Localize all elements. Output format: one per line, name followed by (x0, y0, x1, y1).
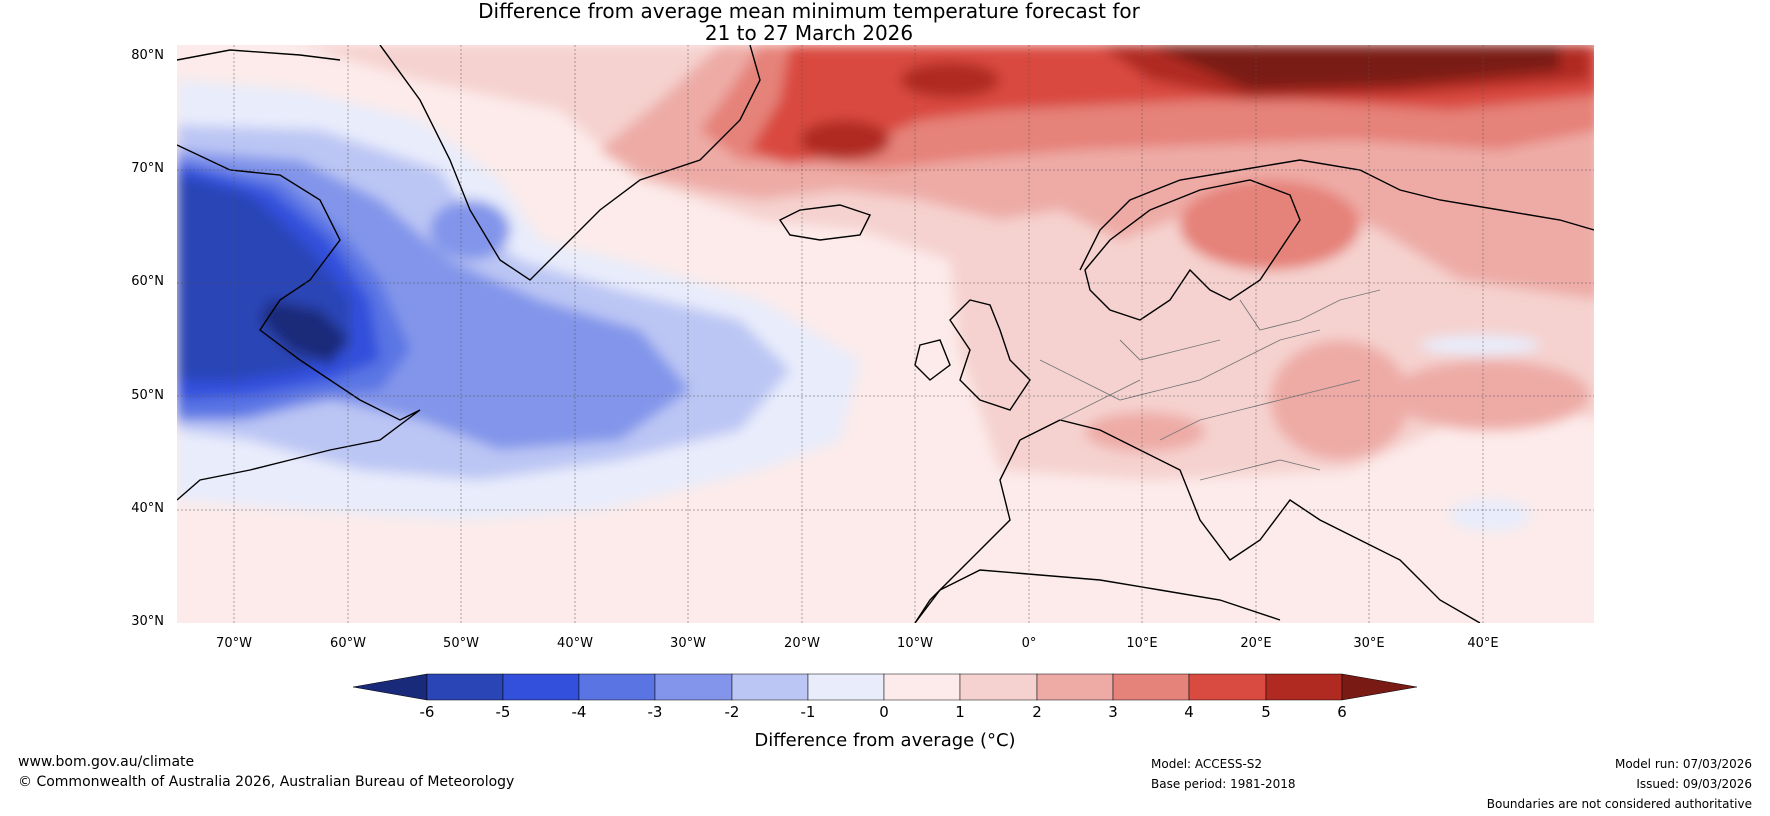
colorbar-tick: -1 (800, 703, 816, 721)
colorbar-tick: -5 (495, 703, 511, 721)
colorbar-segment (1188, 673, 1267, 701)
lat-label: 80°N (131, 48, 164, 63)
lon-label: 30°E (1353, 636, 1385, 651)
colorbar-max-extension (1341, 673, 1418, 701)
border-line (1039, 289, 1381, 481)
chart-title: Difference from average mean minimum tem… (478, 0, 1140, 23)
colorbar-segment (1265, 673, 1343, 701)
colorbar-min-extension (352, 673, 428, 701)
colorbar-segment (654, 673, 733, 701)
colorbar-segment (731, 673, 809, 701)
chart-subtitle: 21 to 27 March 2026 (704, 21, 914, 45)
anomaly-fill-below-minus6 (260, 300, 350, 365)
lon-label: 60°W (330, 636, 366, 651)
lon-label: 50°W (443, 636, 479, 651)
colorbar-tick: 0 (879, 703, 889, 721)
anomaly-fill-plus3 (1180, 180, 1360, 270)
canadian-arctic-coast (177, 49, 421, 501)
lon-label: 40°W (557, 636, 593, 651)
colorbar-tick: -2 (724, 703, 740, 721)
lon-label: 0° (1021, 636, 1037, 651)
africa-coast (914, 569, 1281, 623)
colorbar-segment (578, 673, 656, 701)
colorbar-tick: -3 (647, 703, 663, 721)
anomaly-fill-plus2 (1085, 412, 1205, 452)
colorbar-segment (426, 673, 504, 701)
base-period: Base period: 1981-2018 (1151, 777, 1296, 791)
colorbar-segment (959, 673, 1038, 701)
british-isles-coast (914, 299, 1031, 411)
colorbar-segment (883, 673, 961, 701)
lon-label: 20°E (1240, 636, 1272, 651)
colorbar-tick: 1 (955, 703, 965, 721)
model-run: Model run: 07/03/2026 (1614, 757, 1752, 771)
europe-coast (914, 159, 1594, 623)
anomaly-fill-plus2 (1390, 360, 1590, 430)
anomaly-fill-minus1 (1450, 499, 1530, 531)
colorbar-tick: 4 (1184, 703, 1194, 721)
lon-label: 10°W (897, 636, 933, 651)
colorbar (352, 673, 1418, 701)
colorbar-segment (807, 673, 885, 701)
issued-date: Issued: 09/03/2026 (1636, 777, 1752, 791)
website-link[interactable]: www.bom.gov.au/climate (18, 754, 195, 770)
disclaimer: Boundaries are not considered authoritat… (1486, 797, 1752, 811)
lon-label: 10°E (1126, 636, 1158, 651)
colorbar-tick: 3 (1108, 703, 1118, 721)
anomaly-fill-minus1 (1420, 335, 1540, 355)
map-area (177, 45, 1594, 623)
iceland-coast (778, 204, 871, 241)
model-name: Model: ACCESS-S2 (1151, 757, 1263, 771)
country-borders (1039, 289, 1381, 481)
anomaly-fill-plus5 (800, 120, 890, 160)
lat-label: 50°N (131, 388, 164, 403)
colorbar-segment (1036, 673, 1114, 701)
colorbar-tick: 5 (1261, 703, 1271, 721)
lat-label: 60°N (131, 274, 164, 289)
lon-label: 20°W (784, 636, 820, 651)
anomaly-fill-plus2 (1270, 340, 1410, 460)
scandinavia-coast (1084, 179, 1301, 321)
anomaly-fill-minus3 (430, 200, 510, 260)
colorbar-segment (1112, 673, 1190, 701)
greenland-coast (379, 45, 761, 281)
lon-label: 30°W (670, 636, 706, 651)
colorbar-tick: 2 (1032, 703, 1042, 721)
lat-label: 30°N (131, 614, 164, 629)
colorbar-tick: 6 (1337, 703, 1347, 721)
coastlines (177, 45, 1594, 623)
lon-label: 70°W (216, 636, 252, 651)
colorbar-label: Difference from average (°C) (754, 730, 1016, 751)
anomaly-fill-plus6 (1150, 45, 1560, 90)
copyright-text: © Commonwealth of Australia 2026, Austra… (18, 774, 515, 790)
colorbar-tick: -6 (419, 703, 435, 721)
colorbar-segment (502, 673, 580, 701)
lat-label: 70°N (131, 161, 164, 176)
graticule (177, 45, 1594, 623)
lat-label: 40°N (131, 501, 164, 516)
lon-label: 40°E (1467, 636, 1499, 651)
anomaly-fill-plus5 (900, 62, 1000, 98)
colorbar-tick: -4 (571, 703, 587, 721)
